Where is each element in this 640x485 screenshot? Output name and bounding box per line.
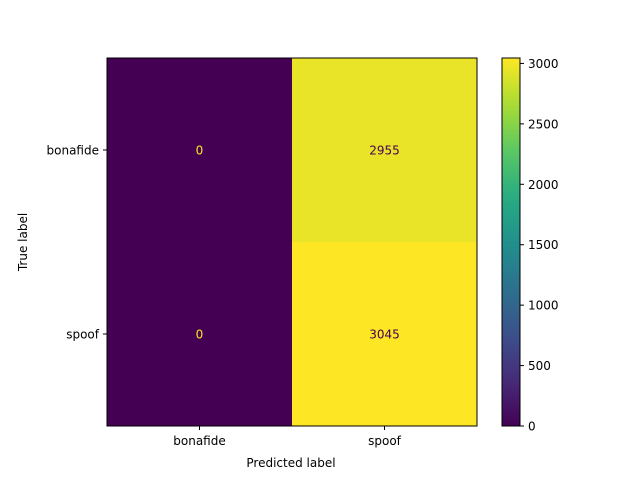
colorbar-tick-label: 0 (528, 420, 536, 434)
matrix-cell-bonafide-bonafide (107, 58, 292, 242)
matrix-cell-spoof-bonafide (107, 242, 292, 426)
colorbar-tick-label: 2000 (528, 178, 559, 192)
x-tick-label: spoof (368, 434, 402, 448)
cell-value-label: 0 (196, 328, 204, 342)
y-axis-label: True label (16, 213, 30, 272)
colorbar-tick-label: 3000 (528, 57, 559, 71)
colorbar-tick-label: 1000 (528, 299, 559, 313)
matrix-cell-labels: 0 2955 0 3045 (196, 144, 400, 342)
y-tick-label: spoof (66, 328, 100, 342)
cell-value-label: 2955 (369, 144, 400, 158)
matrix-cells (106, 57, 478, 427)
colorbar: 0 500 1000 1500 2000 2500 3000 (501, 57, 559, 434)
colorbar-gradient (501, 57, 521, 427)
x-axis-label: Predicted label (246, 456, 335, 470)
colorbar-tick-label: 500 (528, 359, 551, 373)
x-tick-label: bonafide (173, 434, 225, 448)
cell-value-label: 0 (196, 144, 204, 158)
matrix-cell-bonafide-spoof (292, 58, 477, 242)
cell-value-label: 3045 (369, 328, 400, 342)
y-tick-label: bonafide (47, 144, 99, 158)
colorbar-tick-label: 2500 (528, 117, 559, 131)
y-axis: bonafide spoof (47, 144, 107, 342)
matrix-frame (106, 57, 478, 427)
x-axis: bonafide spoof (173, 426, 402, 448)
matrix-cell-spoof-spoof (292, 242, 477, 426)
colorbar-tick-label: 1500 (528, 238, 559, 252)
